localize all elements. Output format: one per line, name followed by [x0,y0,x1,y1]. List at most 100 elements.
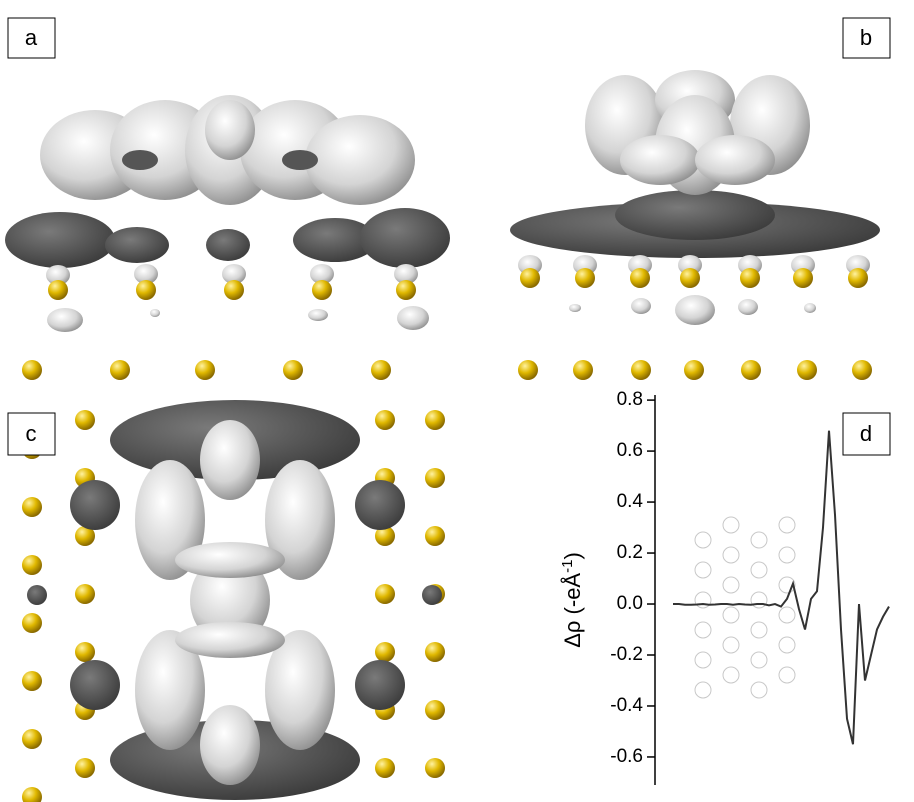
molecule-ring [751,532,767,548]
iso-blob [305,115,415,205]
iso-hole [282,150,318,170]
molecule-ring [723,577,739,593]
gold-atom [22,671,42,691]
gold-atom [136,280,156,300]
iso-blob [620,135,700,185]
gold-atom [224,280,244,300]
gold-atom [680,268,700,288]
molecule-ring [695,532,711,548]
y-tick-label: 0.2 [617,542,643,563]
gold-atom [371,360,391,380]
gold-atom [852,360,872,380]
iso-dark [70,480,120,530]
iso-blob [397,306,429,330]
gold-atom [195,360,215,380]
iso-blob [200,420,260,500]
gold-atom [75,642,95,662]
molecule-ring [779,637,795,653]
y-tick-label: 0.4 [617,491,644,512]
gold-atom [425,526,445,546]
iso-dark [360,208,450,268]
iso-blob [804,303,816,313]
gold-atom [75,758,95,778]
gold-atom [793,268,813,288]
gold-atom [425,758,445,778]
gold-atom [520,268,540,288]
molecule-ring [723,517,739,533]
gold-atom [22,360,42,380]
iso-hole [122,150,158,170]
gold-atom [22,555,42,575]
iso-dark [422,585,442,605]
molecule-ring [751,562,767,578]
iso-blob [308,309,328,321]
iso-blob [47,308,83,332]
panel-label: b [860,25,872,50]
gold-atom [48,280,68,300]
molecule-ring [779,547,795,563]
iso-blob [631,298,651,314]
gold-atom [425,700,445,720]
gold-atom [575,268,595,288]
molecule-ring [695,652,711,668]
panel-label: c [26,421,37,446]
gold-atom [425,642,445,662]
iso-blob [205,100,255,160]
gold-atom [631,360,651,380]
molecule-ring [751,652,767,668]
iso-blob [695,135,775,185]
gold-atom [110,360,130,380]
molecule-ring [695,682,711,698]
y-label-end: ) [560,552,585,559]
molecule-ring [751,682,767,698]
gold-atom [848,268,868,288]
molecule-ring [695,622,711,638]
gold-atom [375,410,395,430]
iso-blob [675,295,715,325]
iso-blob [175,622,285,658]
renderings [5,70,880,802]
iso-blob [175,542,285,578]
molecule-ring [695,562,711,578]
gold-atom [684,360,704,380]
iso-blob [150,309,160,317]
gold-atom [22,613,42,633]
molecule-ring [723,607,739,623]
gold-atom [22,497,42,517]
y-label-main: Δρ (-eÅ [560,573,585,648]
gold-atom [375,758,395,778]
iso-blob [569,304,581,312]
gold-atom [396,280,416,300]
molecule-ring [779,667,795,683]
iso-dark [70,660,120,710]
iso-dark [5,212,115,268]
gold-atom [22,729,42,749]
iso-hole [218,678,242,702]
iso-dark [355,480,405,530]
panel-label: a [25,25,38,50]
y-tick-label: 0.8 [617,389,643,410]
gold-atom [283,360,303,380]
gold-atom [75,584,95,604]
gold-atom [573,360,593,380]
gold-atom [312,280,332,300]
y-tick-label: -0.2 [610,644,643,665]
gold-atom [425,468,445,488]
iso-dark [615,190,775,240]
y-tick-label: -0.6 [610,746,643,767]
gold-atom [630,268,650,288]
molecule-ring [723,637,739,653]
iso-dark [355,660,405,710]
iso-dark [27,585,47,605]
gold-atom [740,268,760,288]
gold-atom [375,584,395,604]
iso-blob [200,705,260,785]
molecule-ring [723,547,739,563]
y-axis-label: Δρ (-eÅ-1) [559,552,585,648]
gold-atom [518,360,538,380]
iso-blob [738,299,758,315]
y-tick-label: -0.4 [610,695,643,716]
gold-atom [22,787,42,802]
y-tick-label: 0.6 [617,440,643,461]
gold-atom [75,410,95,430]
